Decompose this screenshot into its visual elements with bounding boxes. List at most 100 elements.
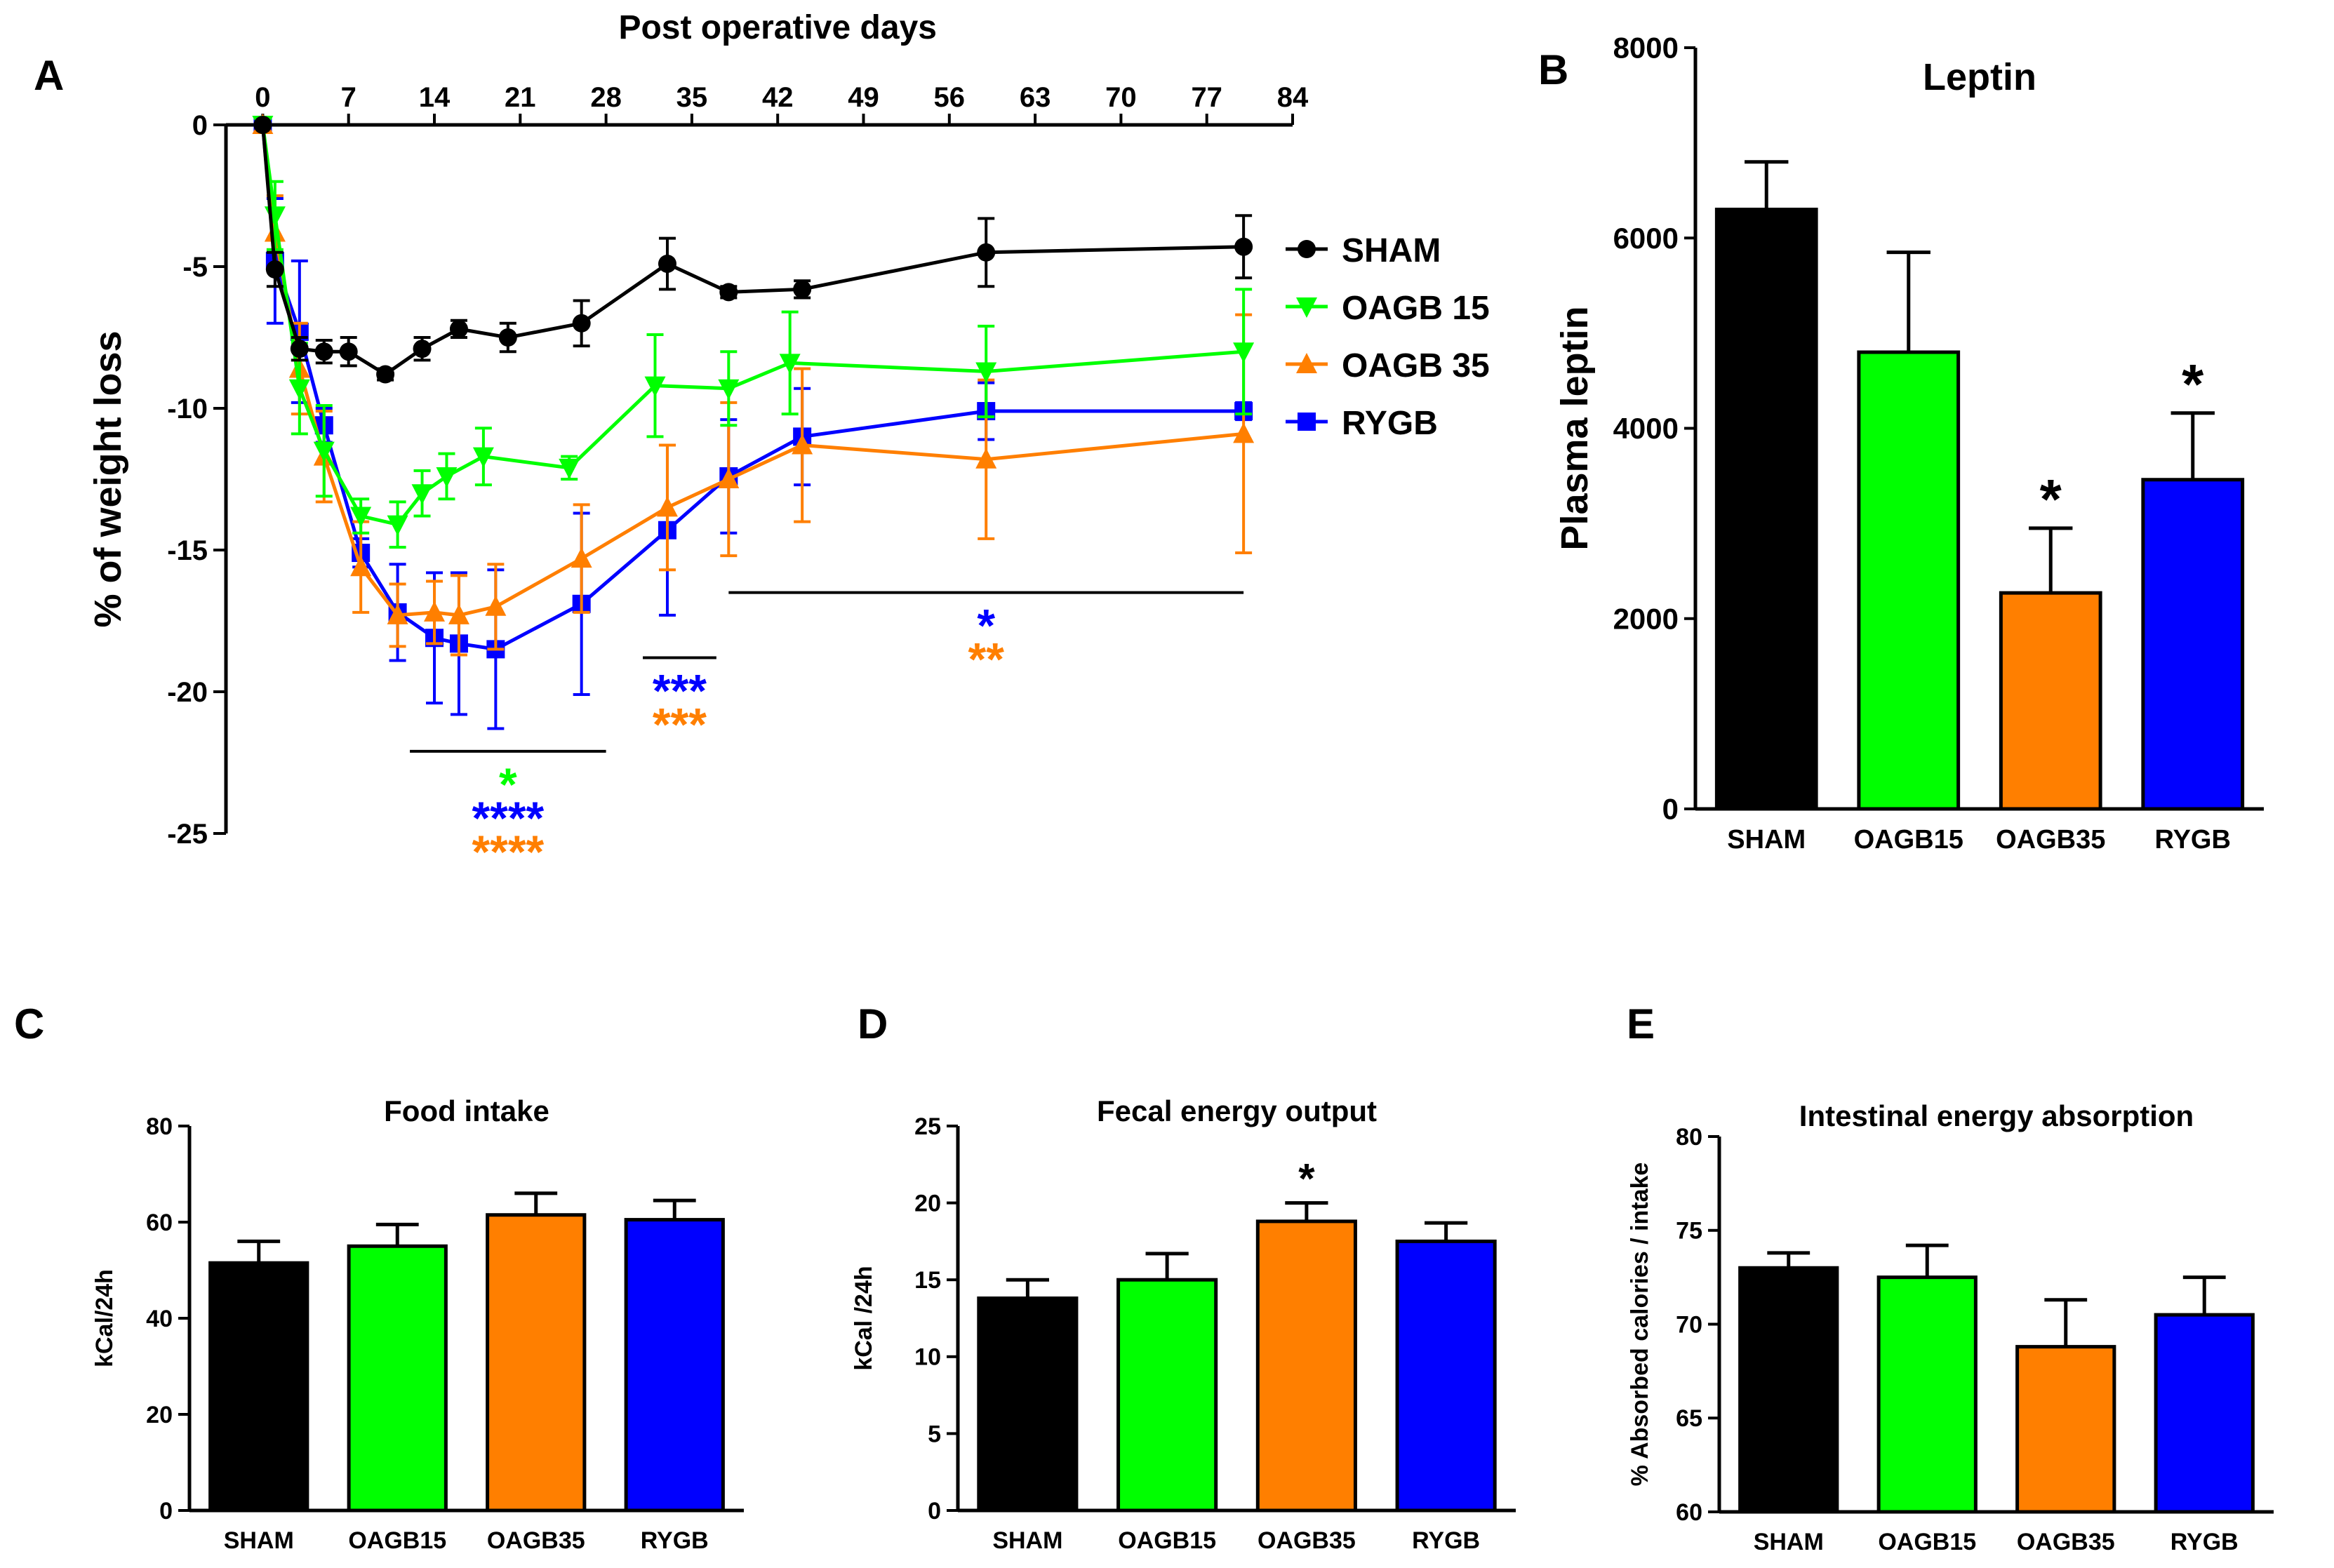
data-point	[350, 507, 372, 528]
y-tick-label: 8000	[1613, 32, 1679, 65]
panel-label: A	[34, 52, 64, 99]
bar-group	[1857, 250, 1961, 811]
data-point	[413, 340, 432, 359]
significance-stars: *	[977, 600, 995, 652]
bar-group	[2141, 411, 2245, 811]
panel-label: E	[1627, 1000, 1655, 1047]
data-point	[339, 342, 358, 361]
x-tick-label: 14	[419, 82, 451, 113]
y-tick-label: 80	[1676, 1124, 1702, 1151]
series-rygb	[253, 116, 1253, 730]
y-axis-title: % of weight loss	[87, 330, 129, 627]
bar	[2141, 478, 2245, 811]
data-point	[424, 601, 446, 622]
y-axis-title: Plasma leptin	[1554, 306, 1596, 550]
x-tick-label: 35	[676, 82, 708, 113]
significance-annotation: ***	[728, 591, 1244, 685]
significance-stars: *	[499, 758, 517, 810]
y-tick-label: 10	[914, 1344, 941, 1371]
bar	[977, 1296, 1079, 1513]
bar	[2154, 1313, 2255, 1514]
y-tick-label: 2000	[1613, 602, 1679, 635]
category-label: OAGB15	[1878, 1529, 1976, 1555]
category-label: OAGB35	[1258, 1527, 1356, 1554]
y-tick-label: -15	[167, 535, 208, 566]
category-label: OAGB15	[1118, 1527, 1216, 1554]
data-point	[498, 328, 517, 347]
y-tick-label: 70	[1676, 1311, 1702, 1338]
legend-marker	[1298, 413, 1316, 431]
panel-label: C	[14, 1000, 44, 1047]
panel-b-leptin-chart: B Leptin Plasma leptin 0 2000 4000 6000 8000 SHA…	[1538, 32, 2264, 855]
category-label: SHAM	[224, 1527, 294, 1554]
significance-stars: ***	[653, 665, 707, 717]
x-tick-label: 7	[341, 82, 356, 113]
legend-label: SHAM	[1342, 232, 1441, 269]
data-point	[1233, 342, 1255, 363]
bar-group	[1738, 1251, 1839, 1514]
x-tick-label: 49	[848, 82, 879, 113]
x-tick-label: 0	[255, 82, 270, 113]
x-tick-label: 77	[1191, 82, 1222, 113]
series-line	[260, 124, 1244, 617]
data-point	[448, 603, 469, 624]
bar	[1116, 1278, 1218, 1513]
data-point	[376, 365, 395, 384]
data-point	[977, 243, 996, 262]
y-tick-label: 65	[1676, 1405, 1702, 1432]
significance-star: *	[2182, 353, 2204, 415]
bar-group	[208, 1239, 309, 1513]
significance-stars: ****	[472, 826, 544, 878]
data-point	[644, 376, 666, 397]
chart-title: Fecal energy output	[1097, 1094, 1377, 1127]
data-point	[411, 484, 433, 505]
bar-group	[347, 1222, 448, 1513]
data-point	[571, 547, 592, 568]
data-point	[559, 458, 580, 479]
significance-annotation: ******	[643, 656, 716, 751]
bar-group	[2015, 1298, 2116, 1514]
y-tick-label: 0	[1662, 793, 1679, 826]
legend-item: RYGB	[1286, 405, 1438, 442]
category-label: OAGB35	[2017, 1529, 2115, 1555]
data-point	[975, 362, 997, 383]
legend-marker	[1296, 353, 1317, 373]
significance-stars: ***	[653, 699, 707, 751]
legend-marker	[1296, 297, 1317, 318]
series-sham	[253, 116, 1253, 384]
bar	[1738, 1266, 1839, 1514]
data-point	[253, 116, 272, 134]
y-tick-label: 6000	[1613, 222, 1679, 255]
panel-e-absorption-chart: E Intestinal energy absorption % Absorbed …	[1627, 1000, 2274, 1555]
legend-label: OAGB 15	[1342, 290, 1490, 327]
y-tick-label: 80	[146, 1113, 173, 1140]
bar	[1255, 1219, 1357, 1513]
data-point	[793, 280, 812, 299]
category-label: RYGB	[2155, 825, 2231, 855]
data-point	[1234, 237, 1253, 256]
x-tick-label: 28	[590, 82, 622, 113]
y-tick-label: 20	[914, 1191, 941, 1217]
data-point	[779, 354, 801, 375]
y-tick-label: 15	[914, 1267, 941, 1294]
y-tick-label: -20	[167, 677, 208, 708]
data-point	[290, 340, 309, 359]
legend-item: OAGB 15	[1286, 290, 1490, 327]
category-label: SHAM	[1727, 825, 1806, 855]
data-point	[572, 314, 591, 333]
data-point	[1233, 422, 1255, 443]
x-tick-label: 56	[934, 82, 966, 113]
y-axis-title: kCal/24h	[91, 1269, 118, 1367]
y-tick-label: -25	[167, 819, 208, 850]
bar-group	[1255, 1201, 1357, 1513]
y-axis-title: kCal /24h	[851, 1266, 877, 1370]
data-point	[288, 379, 310, 400]
y-tick-label: 60	[146, 1209, 173, 1236]
significance-stars: ****	[472, 792, 544, 844]
y-axis-title: % Absorbed calories / intake	[1627, 1162, 1653, 1487]
chart-title: Food intake	[384, 1094, 549, 1127]
data-point	[265, 260, 284, 279]
data-point	[658, 254, 676, 273]
data-point	[656, 496, 678, 517]
